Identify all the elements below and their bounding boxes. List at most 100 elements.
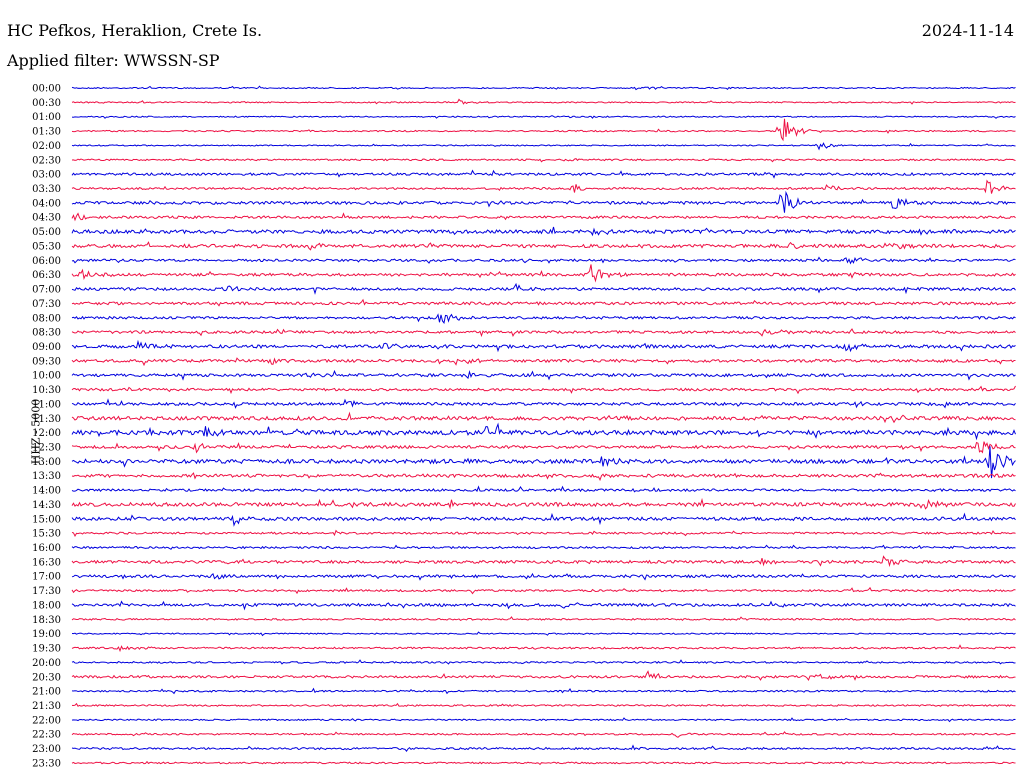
time-tick-label: 08:30 (32, 328, 61, 339)
time-tick-label: 16:00 (32, 543, 61, 554)
trace-row (71, 731, 1016, 738)
trace-row (71, 298, 1016, 307)
time-tick-label: 19:00 (32, 629, 61, 640)
time-tick-label: 02:30 (32, 155, 61, 166)
trace-row (71, 616, 1016, 622)
trace-row (71, 190, 1016, 213)
trace-row (71, 385, 1016, 395)
time-tick-label: 04:00 (32, 198, 61, 209)
time-tick-label: 07:30 (32, 299, 61, 310)
time-tick-label: 12:00 (32, 428, 61, 439)
trace-row (71, 687, 1016, 695)
trace-row (71, 717, 1016, 723)
trace-row (71, 398, 1016, 409)
trace-row (71, 659, 1016, 665)
time-tick-label: 20:30 (32, 672, 61, 683)
time-tick-label: 13:00 (32, 457, 61, 468)
trace-row (71, 313, 1016, 325)
trace-row (71, 600, 1016, 611)
time-tick-label: 00:30 (32, 98, 61, 109)
time-tick-label: 23:30 (32, 758, 61, 769)
time-tick-label: 01:30 (32, 127, 61, 138)
time-tick-label: 22:30 (32, 730, 61, 741)
time-tick-label: 00:00 (32, 84, 61, 95)
trace-row (71, 142, 1016, 151)
trace-row (71, 98, 1016, 105)
time-tick-label: 21:30 (32, 701, 61, 712)
trace-row (71, 158, 1016, 163)
time-tick-label: 19:30 (32, 644, 61, 655)
time-tick-label: 23:00 (32, 744, 61, 755)
trace-row (71, 282, 1016, 295)
time-tick-label: 11:00 (32, 399, 61, 410)
time-tick-label: 17:00 (32, 572, 61, 583)
trace-row (71, 529, 1016, 538)
trace-row (71, 264, 1016, 283)
trace-row (71, 422, 1016, 441)
time-tick-label: 06:30 (32, 270, 61, 281)
trace-row (71, 118, 1016, 142)
time-tick-label: 10:30 (32, 385, 61, 396)
trace-row (71, 339, 1016, 353)
trace-row (71, 472, 1016, 482)
trace-row (71, 586, 1016, 595)
trace-row (71, 115, 1016, 119)
trace-rows (71, 85, 1016, 766)
time-tick-label: 18:00 (32, 600, 61, 611)
time-tick-label: 13:30 (32, 471, 61, 482)
date-label: 2024-11-14 (921, 21, 1014, 40)
trace-row (71, 631, 1016, 637)
time-tick-labels: 00:00 00:30 01:00 01:30 02:00 02:30 03:00 03:30… (32, 84, 61, 770)
time-tick-label: 06:00 (32, 256, 61, 267)
filter-label: Applied filter: WWSSN-SP (7, 51, 220, 70)
time-tick-label: 14:30 (32, 500, 61, 511)
trace-row (71, 169, 1016, 179)
time-tick-label: 20:00 (32, 658, 61, 669)
trace-row (71, 179, 1016, 194)
time-tick-label: 05:00 (32, 227, 61, 238)
trace-row (71, 328, 1016, 338)
trace-row (71, 441, 1016, 454)
trace-row (71, 702, 1016, 707)
trace-row (71, 485, 1016, 493)
time-tick-label: 07:00 (32, 285, 61, 296)
time-tick-label: 15:00 (32, 514, 61, 525)
trace-row (71, 411, 1016, 424)
station-title: HC Pefkos, Heraklion, Crete Is. (7, 21, 263, 40)
time-tick-label: 08:00 (32, 313, 61, 324)
trace-row (71, 670, 1016, 681)
trace-row (71, 212, 1016, 222)
time-tick-label: 05:30 (32, 241, 61, 252)
trace-row (71, 226, 1016, 237)
time-tick-label: 22:00 (32, 715, 61, 726)
time-tick-label: 09:00 (32, 342, 61, 353)
trace-row (71, 512, 1016, 527)
time-tick-label: 21:00 (32, 687, 61, 698)
trace-row (71, 497, 1016, 510)
trace-row (71, 744, 1016, 753)
trace-row (71, 555, 1016, 568)
time-tick-label: 02:00 (32, 141, 61, 152)
trace-row (71, 544, 1016, 550)
time-tick-label: 15:30 (32, 529, 61, 540)
trace-row (71, 256, 1016, 265)
time-tick-label: 18:30 (32, 615, 61, 626)
trace-row (71, 357, 1016, 367)
time-tick-label: 16:30 (32, 557, 61, 568)
time-tick-label: 09:30 (32, 356, 61, 367)
trace-row (71, 446, 1016, 479)
trace-row (71, 644, 1016, 653)
time-tick-label: 14:00 (32, 486, 61, 497)
time-tick-label: 04:30 (32, 213, 61, 224)
trace-row (71, 760, 1016, 766)
time-tick-label: 12:30 (32, 443, 61, 454)
trace-row (71, 572, 1016, 581)
time-tick-label: 11:30 (32, 414, 61, 425)
time-tick-label: 03:00 (32, 170, 61, 181)
time-tick-label: 03:30 (32, 184, 61, 195)
trace-row (71, 241, 1016, 251)
trace-row (71, 369, 1016, 381)
trace-row (71, 85, 1016, 91)
time-tick-label: 01:00 (32, 112, 61, 123)
